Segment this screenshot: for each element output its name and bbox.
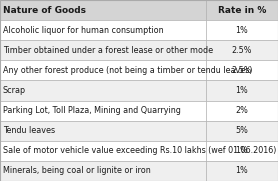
Bar — [0, 141, 206, 161]
Text: Tendu leaves: Tendu leaves — [3, 126, 55, 135]
Text: Sale of motor vehicle value exceeding Rs.10 lakhs (wef 01.06.2016): Sale of motor vehicle value exceeding Rs… — [3, 146, 276, 155]
Bar — [206, 80, 278, 101]
Text: 2%: 2% — [235, 106, 248, 115]
Text: 1%: 1% — [235, 167, 248, 175]
Text: Alcoholic liquor for human consumption: Alcoholic liquor for human consumption — [3, 26, 163, 35]
Bar — [206, 60, 278, 80]
Text: Timber obtained under a forest lease or other mode: Timber obtained under a forest lease or … — [3, 46, 213, 55]
Bar — [0, 121, 206, 141]
Bar — [206, 40, 278, 60]
Text: Rate in %: Rate in % — [218, 6, 266, 14]
Bar — [206, 20, 278, 40]
Text: 2.5%: 2.5% — [232, 66, 252, 75]
Text: Minerals, being coal or lignite or iron: Minerals, being coal or lignite or iron — [3, 167, 150, 175]
Bar — [206, 101, 278, 121]
Bar — [206, 121, 278, 141]
Bar — [0, 101, 206, 121]
Text: Scrap: Scrap — [3, 86, 26, 95]
Text: 1%: 1% — [235, 86, 248, 95]
Bar — [0, 20, 206, 40]
Bar — [0, 161, 206, 181]
Text: 2.5%: 2.5% — [232, 46, 252, 55]
Text: Parking Lot, Toll Plaza, Mining and Quarrying: Parking Lot, Toll Plaza, Mining and Quar… — [3, 106, 181, 115]
Text: Nature of Goods: Nature of Goods — [3, 6, 86, 14]
Bar — [206, 0, 278, 20]
Text: 1%: 1% — [235, 26, 248, 35]
Bar — [0, 80, 206, 101]
Text: 5%: 5% — [235, 126, 248, 135]
Text: 1%: 1% — [235, 146, 248, 155]
Text: Any other forest produce (not being a timber or tendu leaves): Any other forest produce (not being a ti… — [3, 66, 252, 75]
Bar — [0, 40, 206, 60]
Bar — [0, 60, 206, 80]
Bar — [0, 0, 206, 20]
Bar — [206, 141, 278, 161]
Bar — [206, 161, 278, 181]
